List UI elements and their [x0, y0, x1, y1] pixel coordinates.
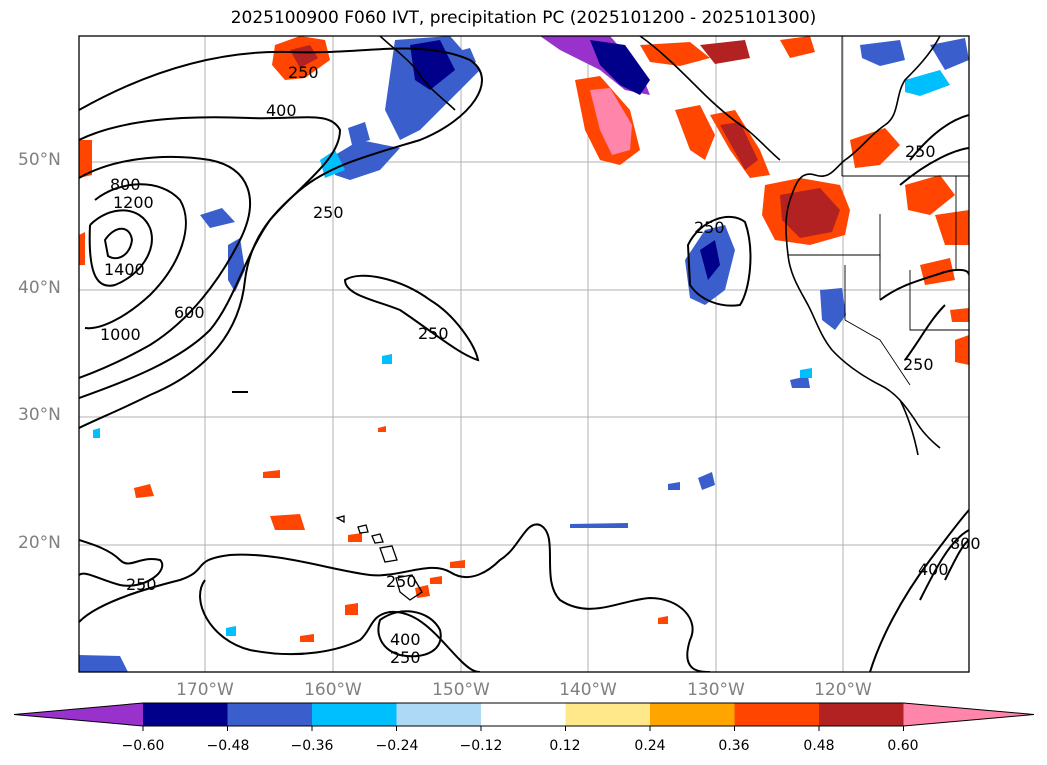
lon-label: 160°W [304, 680, 362, 700]
state-borders [788, 36, 969, 386]
contour-label: 250 [903, 355, 934, 374]
coastlines [379, 36, 941, 456]
colorbar-segment [312, 703, 398, 726]
lon-label: 140°W [559, 680, 617, 700]
ivt-contours [79, 47, 969, 672]
contour-label: 400 [390, 630, 421, 649]
colorbar-tick-label: −0.36 [290, 738, 334, 754]
positive-anomaly-regions [79, 36, 969, 642]
lon-label: 120°W [814, 680, 872, 700]
colorbar-segment [565, 703, 651, 726]
contour-label: 250 [126, 575, 157, 594]
lat-label: 20°N [18, 533, 61, 553]
colorbar-tick-label: 0.48 [803, 738, 835, 754]
page-title: 2025100900 F060 IVT, precipitation PC (2… [230, 8, 817, 28]
colorbar-tick-label: 0.36 [718, 738, 750, 754]
colorbar-segment [396, 703, 482, 726]
colorbar-tick-label: −0.48 [206, 738, 250, 754]
colorbar-segment [819, 703, 905, 726]
colorbar-tick-label: 0.60 [887, 738, 919, 754]
contour-label: 600 [174, 303, 205, 322]
colorbar-tick-label: −0.12 [459, 738, 503, 754]
contour-label: 800 [950, 534, 981, 553]
map-content [79, 36, 969, 672]
hawaii-islands [335, 515, 423, 601]
colorbar-segment [481, 703, 567, 726]
contour-label: 250 [386, 572, 417, 591]
colorbar-tick-label: −0.24 [375, 738, 419, 754]
colorbar-tick-label: 0.24 [634, 738, 666, 754]
lon-label: 150°W [432, 680, 490, 700]
lat-label: 40°N [18, 278, 61, 298]
colorbar-extend-low [14, 703, 143, 726]
contour-label: 250 [418, 324, 449, 343]
colorbar-tick-label: −0.60 [121, 738, 165, 754]
colorbar [13, 702, 1035, 731]
contour-label: 250 [313, 203, 344, 222]
contour-label: 1000 [100, 325, 141, 344]
lon-label: 170°W [176, 680, 234, 700]
contour-label: 250 [905, 142, 936, 161]
map-frame [78, 35, 970, 673]
contour-label: 250 [390, 648, 421, 667]
colorbar-segment [650, 703, 736, 726]
colorbar-segment [734, 703, 820, 726]
lat-label: 30°N [18, 405, 61, 425]
contour-label: 250 [694, 218, 725, 237]
contour-label: 250 [288, 63, 319, 82]
colorbar-tick-label: 0.12 [549, 738, 581, 754]
contour-label: 800 [110, 175, 141, 194]
map-background [79, 36, 969, 672]
contour-label: 1200 [113, 193, 154, 212]
contour-label: 400 [266, 101, 297, 120]
colorbar-segment [227, 703, 313, 726]
lon-label: 130°W [687, 680, 745, 700]
contour-label: 400 [918, 560, 949, 579]
colorbar-extend-high [903, 703, 1034, 726]
colorbar-segment [143, 703, 229, 726]
lat-label: 50°N [18, 150, 61, 170]
contour-label: 1400 [104, 260, 145, 279]
